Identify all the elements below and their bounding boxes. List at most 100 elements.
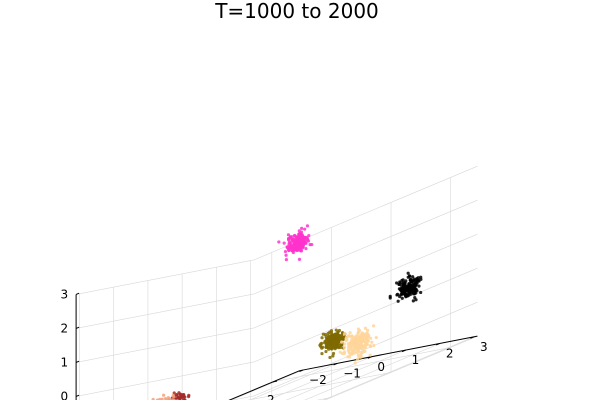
data-point — [284, 257, 288, 262]
data-point — [349, 343, 353, 347]
data-point — [365, 328, 370, 332]
data-point — [353, 347, 357, 351]
data-point — [358, 338, 362, 342]
grid-line-floor-y — [304, 343, 440, 400]
data-point — [303, 235, 307, 239]
data-point — [340, 351, 344, 356]
data-point — [319, 342, 323, 346]
data-point — [396, 299, 400, 303]
data-point — [388, 294, 392, 298]
data-point — [303, 227, 307, 231]
grid-line-side-z — [76, 327, 254, 363]
data-point — [364, 342, 368, 346]
data-point — [399, 293, 403, 297]
data-point — [368, 353, 372, 357]
data-point — [151, 397, 155, 400]
grid-line-floor-x — [247, 372, 392, 400]
y-tick-label: −2 — [309, 373, 327, 387]
data-point — [297, 257, 302, 261]
data-point — [395, 281, 399, 285]
data-point — [299, 236, 303, 240]
data-point — [406, 292, 410, 297]
y-tick-mark — [333, 362, 338, 366]
data-point — [331, 354, 335, 358]
data-point — [336, 330, 340, 334]
data-point — [363, 326, 368, 330]
data-point — [357, 354, 361, 358]
data-point — [320, 336, 324, 340]
z-tick-label: 1 — [60, 355, 68, 369]
y-tick-label: −1 — [343, 366, 361, 380]
data-point — [329, 331, 334, 335]
data-point — [411, 299, 415, 303]
points-layer — [151, 224, 423, 400]
y-tick-mark — [401, 349, 406, 353]
data-point — [407, 274, 412, 278]
data-point — [343, 342, 347, 346]
data-point — [419, 275, 423, 279]
data-point — [347, 355, 352, 359]
data-point — [402, 283, 406, 287]
data-point — [358, 341, 362, 345]
data-point — [397, 282, 401, 286]
data-point — [360, 351, 364, 355]
data-point — [407, 282, 411, 286]
y-tick-label: 2 — [446, 346, 454, 360]
data-point — [282, 241, 286, 245]
data-point — [288, 243, 292, 247]
data-point — [410, 284, 415, 289]
data-point — [363, 346, 368, 350]
data-point — [333, 345, 337, 349]
data-point — [347, 334, 351, 338]
y-tick-mark — [367, 356, 372, 359]
data-point — [372, 343, 376, 348]
data-point — [308, 243, 312, 247]
data-point — [359, 355, 363, 359]
data-point — [419, 290, 423, 295]
z-tick-mark — [75, 394, 80, 397]
data-point — [283, 249, 288, 254]
data-point — [413, 295, 417, 300]
data-point — [296, 243, 300, 247]
data-point — [368, 344, 372, 348]
data-point — [356, 357, 360, 361]
data-point — [346, 345, 351, 350]
data-point — [277, 240, 281, 244]
data-point — [406, 271, 410, 275]
data-point — [349, 335, 353, 339]
data-point — [331, 351, 336, 356]
data-point — [300, 233, 304, 237]
data-point — [354, 344, 358, 348]
data-point — [177, 391, 181, 395]
data-point — [402, 286, 406, 290]
data-point — [363, 333, 368, 337]
data-point — [340, 340, 344, 344]
data-point — [356, 330, 361, 334]
grid-line-floor-y — [285, 349, 406, 400]
data-point — [354, 336, 358, 340]
data-point — [290, 248, 294, 253]
data-point — [297, 229, 301, 233]
data-point — [331, 339, 335, 343]
data-point — [339, 334, 344, 338]
data-point — [162, 393, 166, 397]
data-point — [401, 290, 405, 294]
y-axis-line — [299, 335, 478, 372]
data-point — [342, 350, 347, 354]
z-tick-mark — [75, 292, 80, 295]
data-point — [307, 233, 311, 238]
data-point — [179, 393, 183, 397]
data-point — [337, 346, 341, 350]
data-point — [350, 351, 354, 355]
data-point — [300, 226, 304, 230]
data-point — [411, 275, 415, 279]
data-point — [413, 287, 417, 291]
grid-line-back-z — [324, 335, 478, 400]
grid-line-back-z — [253, 199, 478, 295]
data-point — [328, 334, 332, 339]
data-point — [342, 346, 347, 350]
data-point — [326, 331, 330, 336]
grid-line-floor-x — [272, 347, 451, 383]
